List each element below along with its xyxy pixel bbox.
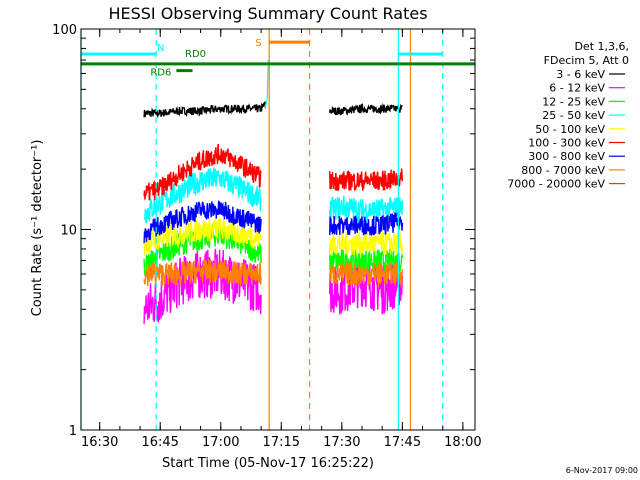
x-axis-label: Start Time (05-Nov-17 16:25:22)	[162, 456, 374, 471]
y-axis-label: Count Rate (s⁻¹ detector⁻¹)	[30, 140, 45, 317]
legend-header-line2: FDecim 5, Att 0	[544, 54, 629, 67]
series-line-7-seg-0	[143, 259, 262, 287]
legend-label-8: 7000 - 20000 keV	[507, 178, 605, 191]
status-bar-label-3: RD0	[185, 49, 206, 60]
timestamp: 6-Nov-2017 09:00	[566, 466, 638, 475]
series-line-0-seg-0	[143, 101, 266, 119]
series-line-6-seg-1	[329, 212, 404, 237]
x-tick-label-2: 17:00	[202, 435, 239, 450]
legend-label-0: 3 - 6 keV	[556, 68, 605, 81]
series-line-4-seg-1	[329, 230, 404, 256]
legend-label-6: 300 - 800 keV	[528, 150, 605, 163]
chart-title: HESSI Observing Summary Count Rates	[108, 4, 427, 23]
x-tick-label-0: 16:30	[81, 435, 118, 450]
legend-label-1: 6 - 12 keV	[549, 82, 605, 95]
legend-label-5: 100 - 300 keV	[528, 137, 605, 150]
legend-label-4: 50 - 100 keV	[535, 123, 605, 136]
series-line-5-seg-0	[143, 143, 262, 201]
x-tick-label-6: 18:00	[444, 435, 481, 450]
legend-label-7: 800 - 7000 keV	[521, 164, 605, 177]
x-tick-label-1: 16:45	[141, 435, 178, 450]
legend-label-2: 12 - 25 keV	[542, 95, 605, 108]
legend-header-line1: Det 1,3,6,	[574, 40, 629, 53]
status-bar-label-2: S	[255, 38, 261, 49]
y-tick-label-2: 100	[52, 23, 77, 38]
series-line-6-seg-0	[143, 200, 262, 244]
x-tick-label-4: 17:30	[323, 435, 360, 450]
flare-spike	[264, 60, 269, 109]
series-line-3-seg-1	[329, 195, 404, 223]
y-tick-label-0: 1	[69, 424, 77, 439]
status-bar-label-0: N	[157, 43, 164, 54]
series-line-1-seg-0	[143, 248, 262, 325]
y-tick-label-1: 10	[60, 224, 77, 239]
series-line-0-seg-1	[329, 102, 403, 116]
legend-label-3: 25 - 50 keV	[542, 109, 605, 122]
status-bar-label-4: RD6	[150, 68, 171, 79]
x-tick-label-3: 17:15	[263, 435, 300, 450]
x-tick-label-5: 17:45	[384, 435, 421, 450]
series-line-7-seg-1	[329, 261, 404, 288]
series-line-5-seg-1	[329, 168, 404, 192]
